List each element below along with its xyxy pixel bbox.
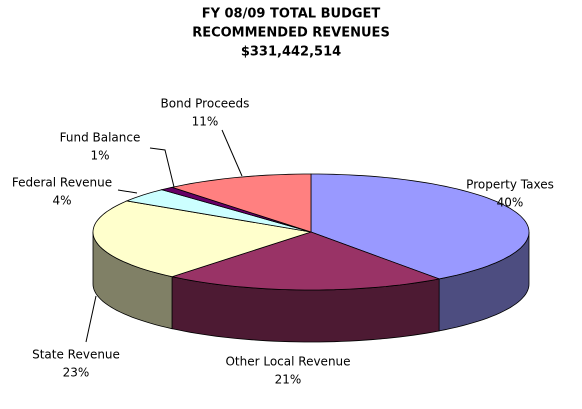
data-label-value: 40% — [497, 196, 524, 210]
data-label-value: 1% — [90, 149, 109, 163]
data-label: Fund Balance — [60, 131, 141, 145]
leader-line — [85, 295, 97, 343]
slice — [170, 231, 441, 291]
slice — [170, 173, 312, 233]
leader-line — [117, 189, 138, 194]
pie — [92, 173, 530, 343]
data-label: Federal Revenue — [12, 176, 112, 190]
slice — [125, 189, 312, 233]
data-label: Bond Proceeds — [161, 97, 250, 111]
data-label-value: 21% — [275, 373, 302, 387]
chart-title: $331,442,514 — [241, 45, 341, 60]
slice — [92, 200, 312, 278]
data-label: Other Local Revenue — [225, 355, 350, 369]
leader-line — [221, 129, 243, 177]
leader-line — [149, 147, 175, 188]
data-label-value: 11% — [192, 115, 219, 129]
data-label: Property Taxes — [466, 178, 554, 192]
data-label-value: 23% — [63, 366, 90, 380]
chart-title: RECOMMENDED REVENUES — [192, 26, 390, 41]
data-label-value: 4% — [52, 194, 71, 208]
data-label: State Revenue — [32, 348, 120, 362]
slice — [310, 173, 530, 280]
chart-title: FY 08/09 TOTAL BUDGET — [202, 7, 381, 22]
